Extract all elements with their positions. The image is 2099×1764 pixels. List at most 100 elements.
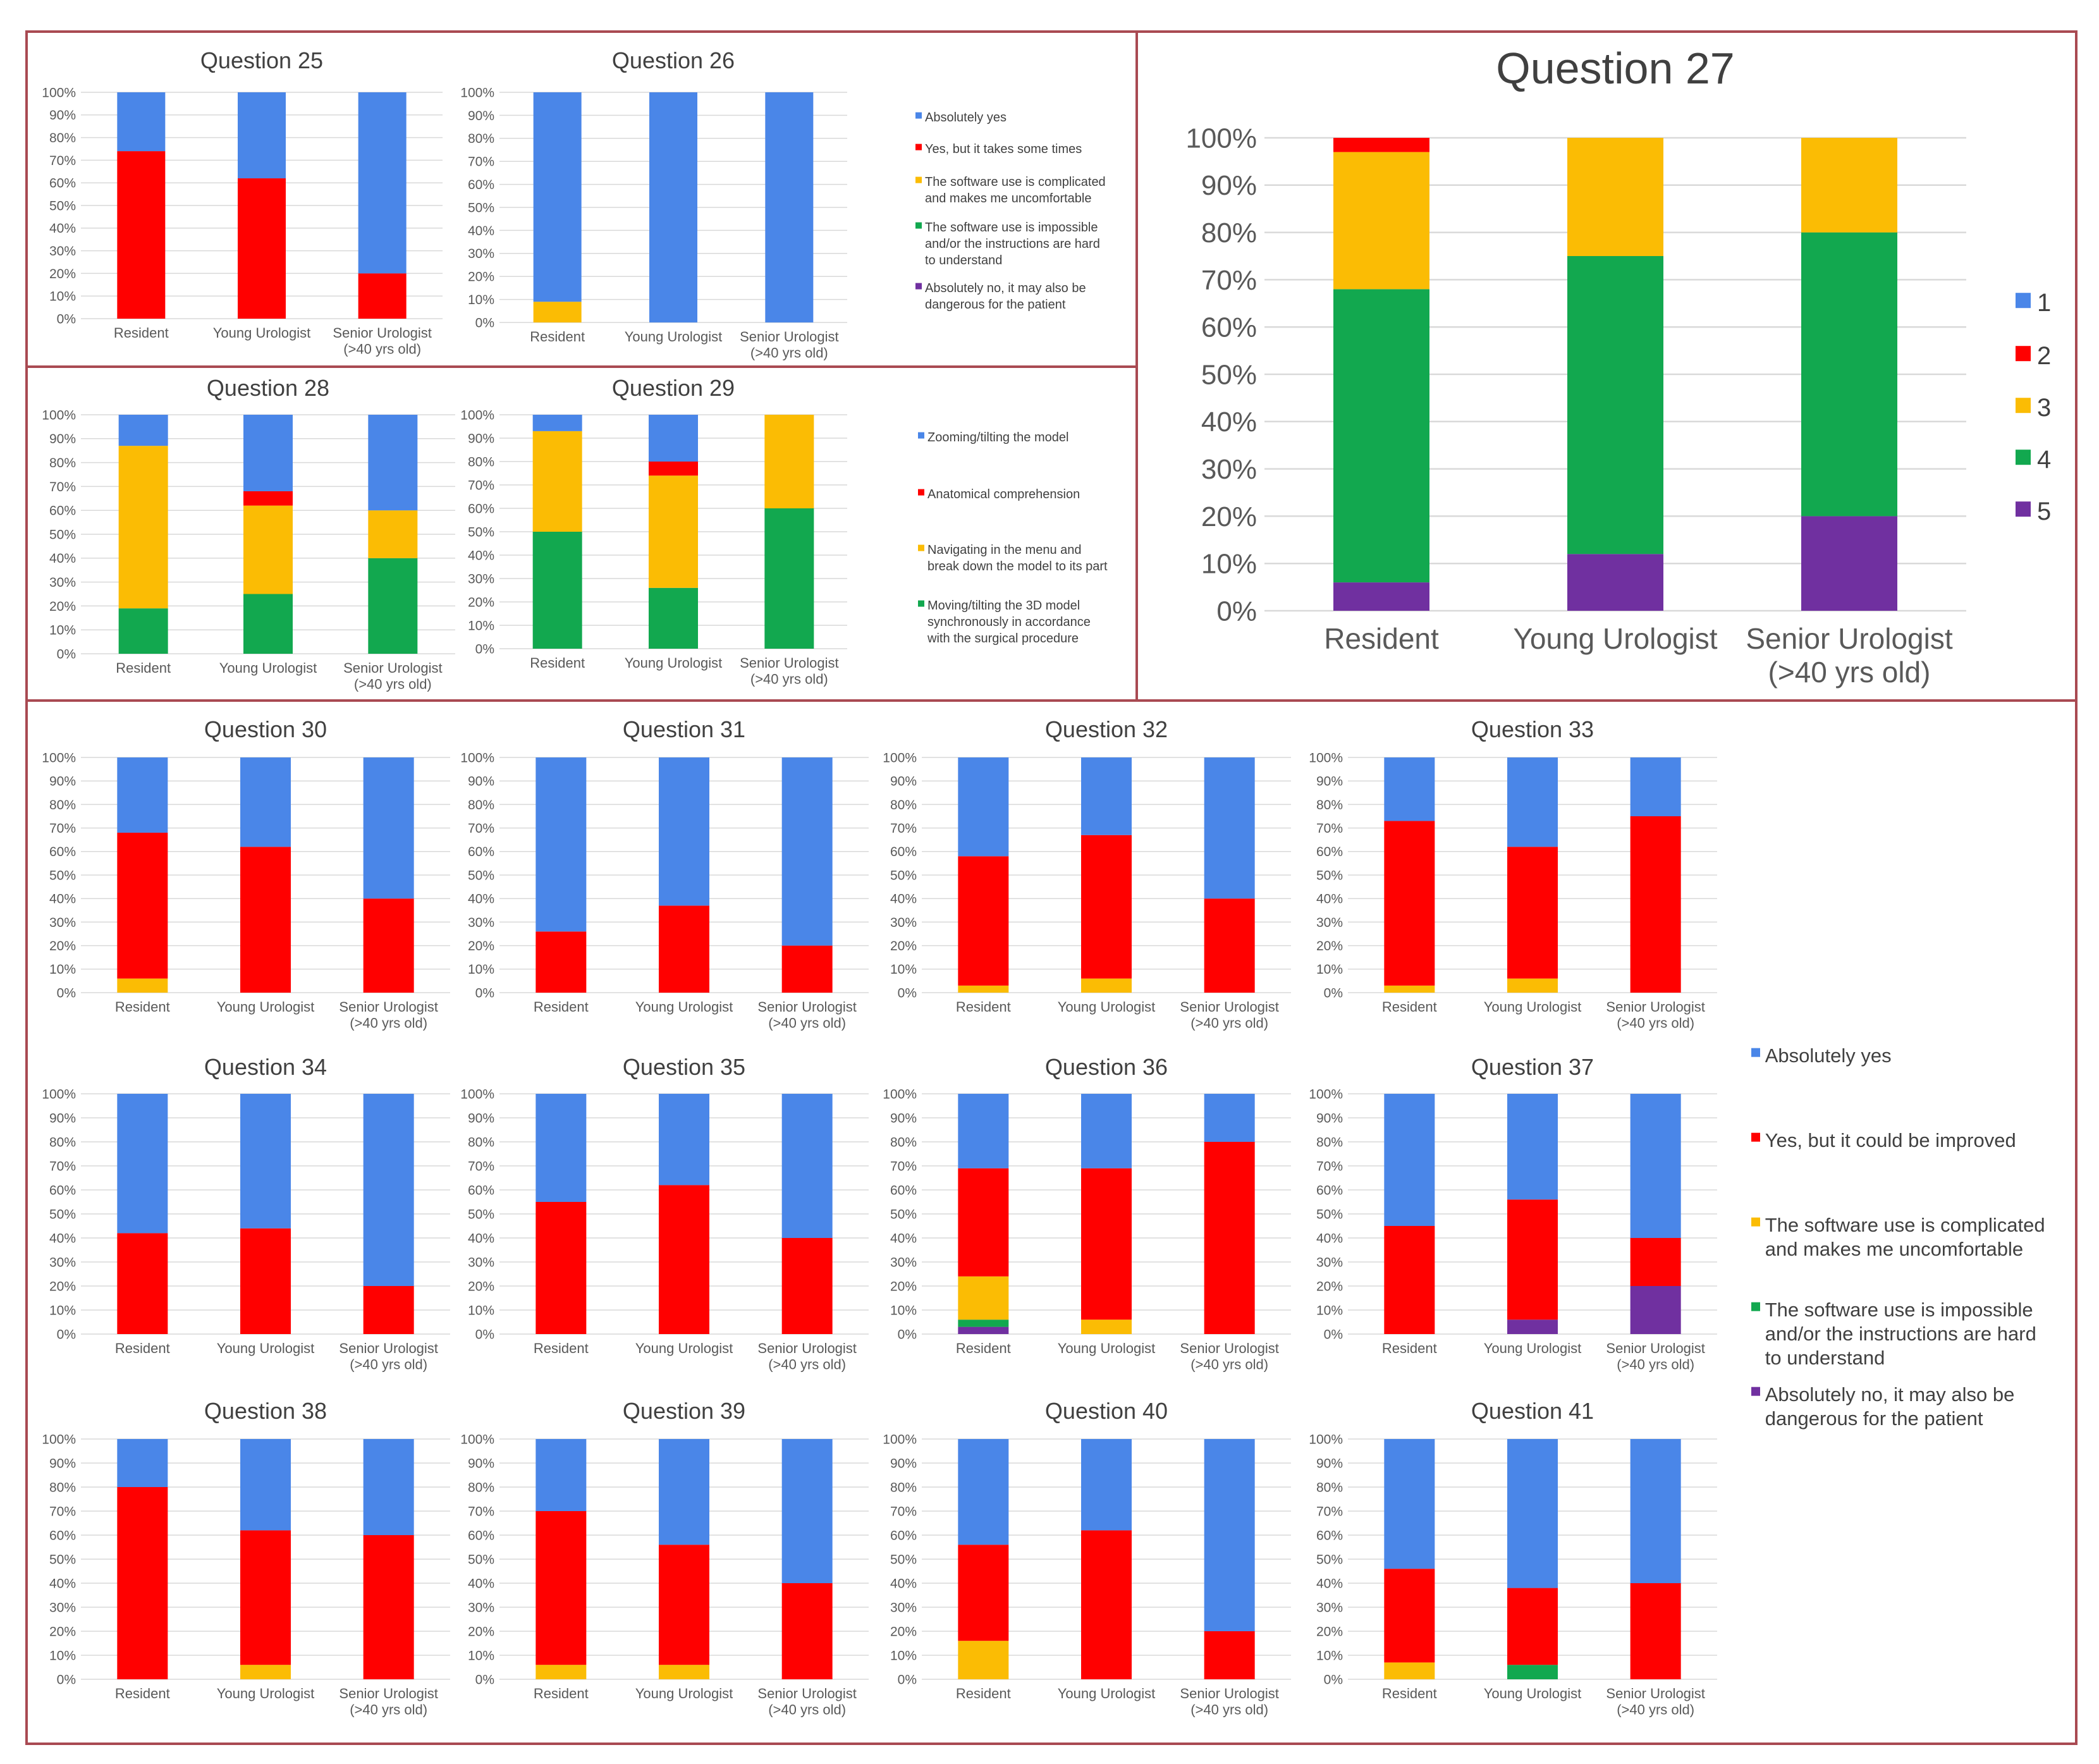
y-tick-label: 90% — [1316, 1111, 1343, 1125]
y-tick-label: 30% — [49, 575, 76, 590]
bar-segment-c2 — [117, 833, 168, 979]
y-tick-label: 10% — [1201, 549, 1257, 580]
legend-label: The software use is impossible — [1765, 1299, 2033, 1321]
legend-label: Absolutely yes — [925, 111, 1007, 125]
chart-q34: Question 34 0% 10% 20% 30% 40% 50% 60% 70% 80% 90%… — [42, 1054, 450, 1372]
legend-swatch-c2 — [918, 489, 924, 496]
bar-segment-c1 — [117, 1094, 168, 1234]
chart-title: Question 37 — [1471, 1054, 1594, 1080]
bar-segment-c2 — [1081, 1168, 1132, 1320]
y-tick-label: 80% — [468, 455, 494, 469]
y-tick-label: 20% — [890, 1624, 917, 1639]
legend-swatch-c4 — [1751, 1302, 1760, 1311]
x-category-sublabel: (>40 yrs old) — [750, 671, 828, 687]
y-tick-label: 20% — [890, 1279, 917, 1294]
y-tick-label: 80% — [1316, 798, 1343, 812]
y-tick-label: 30% — [468, 916, 494, 930]
x-category-label: Young Urologist — [625, 329, 723, 345]
y-tick-label: 100% — [42, 85, 76, 100]
bar-segment-c2 — [659, 1545, 709, 1665]
chart-title: Question 33 — [1471, 716, 1594, 742]
x-category-label: Resident — [116, 660, 171, 676]
bar-segment-c2 — [1507, 1588, 1558, 1665]
y-tick-label: 70% — [468, 155, 494, 169]
x-category-label: Resident — [956, 999, 1011, 1015]
bar-segment-c1 — [765, 92, 814, 322]
y-tick-label: 80% — [890, 798, 917, 812]
y-tick-label: 90% — [468, 775, 494, 789]
bar-segment-c1 — [363, 1094, 414, 1286]
x-category-label: Young Urologist — [1484, 1340, 1582, 1356]
chart-title: Question 28 — [207, 375, 329, 401]
x-category-label: Senior Urologist — [333, 325, 432, 341]
x-category-label: Senior Urologist — [757, 999, 857, 1015]
x-category-label: Young Urologist — [1058, 999, 1156, 1015]
bar-segment-c2 — [958, 1168, 1009, 1277]
chart-title: Question 41 — [1471, 1398, 1594, 1424]
bar-segment-c4 — [1333, 289, 1429, 583]
chart-q28: Question 28 0% 10% 20% 30% 40% 50% 60% 70% 80% 90%… — [42, 375, 455, 692]
bar-segment-c3 — [958, 985, 1009, 993]
x-category-label: Resident — [1382, 1340, 1437, 1356]
x-category-label: Senior Urologist — [1180, 1340, 1279, 1356]
y-tick-label: 30% — [49, 1600, 76, 1615]
x-category-sublabel: (>40 yrs old) — [1617, 1701, 1694, 1717]
x-category-label: Senior Urologist — [757, 1686, 857, 1701]
y-tick-label: 0% — [898, 1672, 917, 1687]
y-tick-label: 100% — [1185, 123, 1257, 154]
bar-segment-c1 — [781, 1439, 833, 1583]
y-tick-label: 40% — [890, 892, 917, 907]
y-tick-label: 50% — [1316, 1207, 1343, 1222]
bar-segment-c1 — [358, 92, 407, 274]
y-tick-label: 50% — [1316, 868, 1343, 883]
bar-segment-c3 — [1384, 985, 1435, 993]
bar-segment-c1 — [1384, 757, 1435, 821]
bar-segment-c1 — [781, 1094, 833, 1238]
y-tick-label: 0% — [475, 1327, 494, 1342]
bar-segment-c3 — [1567, 138, 1663, 256]
chart-q40: Question 40 0% 10% 20% 30% 40% 50% 60% 70% 80% 90%… — [883, 1398, 1291, 1717]
bar-segment-c2 — [117, 151, 166, 319]
x-category-label: Young Urologist — [635, 999, 733, 1015]
chart-q30: Question 30 0% 10% 20% 30% 40% 50% 60% 70% 80% 90%… — [42, 716, 450, 1031]
y-tick-label: 10% — [49, 962, 76, 977]
bar-segment-c1 — [363, 1439, 414, 1535]
legend-label: 3 — [2037, 394, 2051, 422]
y-tick-label: 50% — [468, 1552, 494, 1567]
bar-segment-c1 — [535, 757, 587, 932]
x-category-label: Resident — [115, 1686, 170, 1701]
x-category-label: Senior Urologist — [740, 329, 839, 345]
legend-label: to understand — [1765, 1347, 1885, 1369]
y-tick-label: 0% — [475, 1672, 494, 1687]
bar-segment-c1 — [1081, 1094, 1132, 1168]
y-tick-label: 60% — [468, 845, 494, 859]
y-tick-label: 20% — [49, 1624, 76, 1639]
bar-segment-c3 — [764, 415, 814, 508]
chart-q35: Question 35 0% 10% 20% 30% 40% 50% 60% 70% 80% 90%… — [460, 1054, 869, 1372]
legend-swatch-c5 — [915, 283, 922, 290]
y-tick-label: 0% — [1324, 986, 1343, 1000]
y-tick-label: 40% — [468, 548, 494, 563]
bar-segment-c2 — [535, 931, 587, 993]
y-tick-label: 70% — [1201, 265, 1257, 296]
legend-label: Absolutely yes — [1765, 1044, 1892, 1067]
bar-segment-c3 — [958, 1641, 1009, 1679]
y-tick-label: 40% — [890, 1576, 917, 1591]
bar-segment-c5 — [1333, 582, 1429, 611]
y-tick-label: 40% — [49, 892, 76, 907]
bar-segment-c1 — [368, 415, 418, 511]
bar-segment-c2 — [781, 1583, 833, 1679]
bar-segment-c1 — [238, 92, 286, 179]
y-tick-label: 70% — [890, 821, 917, 836]
y-tick-label: 20% — [49, 1279, 76, 1294]
legend-swatch-c1 — [2016, 293, 2031, 309]
bar-segment-c1 — [243, 415, 293, 491]
legend-label: 4 — [2037, 446, 2051, 474]
y-tick-label: 60% — [49, 1528, 76, 1543]
y-tick-label: 80% — [1201, 217, 1257, 248]
bar-segment-c3 — [243, 505, 293, 594]
x-category-label: Resident — [1382, 1686, 1437, 1701]
y-tick-label: 70% — [468, 478, 494, 493]
bar-segment-c4 — [1507, 1665, 1558, 1679]
x-category-label: Young Urologist — [217, 999, 315, 1015]
